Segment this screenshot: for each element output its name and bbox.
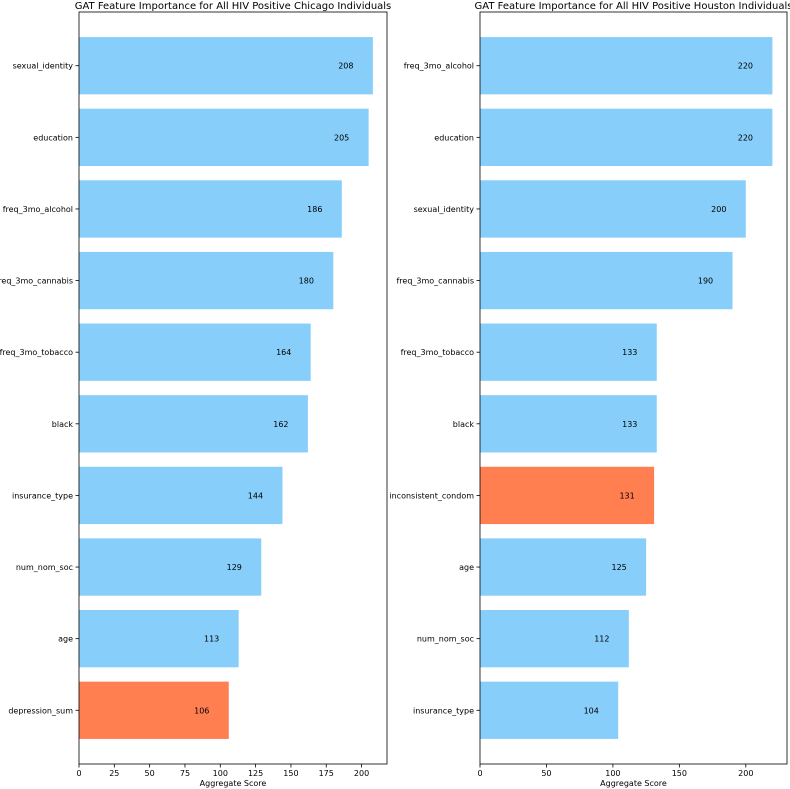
houston-bar-num-nom-soc bbox=[480, 610, 629, 668]
chicago-value-label-freq-3mo-cannabis: 180 bbox=[299, 277, 314, 286]
chicago-category-label-num-nom-soc: num_nom_soc bbox=[16, 563, 73, 572]
houston-category-label-inconsistent-condom: inconsistent_condom bbox=[389, 491, 474, 500]
chicago-x-tick-label: 25 bbox=[109, 769, 119, 778]
houston-category-label-freq-3mo-alcohol: freq_3mo_alcohol bbox=[404, 62, 474, 71]
chicago-category-label-depression-sum: depression_sum bbox=[8, 706, 73, 715]
houston-category-label-freq-3mo-tobacco: freq_3mo_tobacco bbox=[401, 348, 475, 357]
houston-category-label-black: black bbox=[453, 420, 475, 429]
houston-value-label-black: 133 bbox=[622, 420, 637, 429]
houston-bar-freq-3mo-cannabis bbox=[480, 251, 733, 310]
houston-axes-frame bbox=[479, 11, 788, 765]
houston-bar-insurance-type bbox=[480, 681, 619, 739]
houston-x-tick-label: 150 bbox=[672, 769, 687, 778]
chicago-value-label-insurance-type: 144 bbox=[248, 491, 263, 500]
chicago-bar-freq-3mo-tobacco bbox=[79, 323, 311, 381]
houston-chart-panel: GAT Feature Importance for All HIV Posit… bbox=[389, 1, 790, 788]
houston-category-label-freq-3mo-cannabis: freq_3mo_cannabis bbox=[396, 277, 474, 286]
houston-value-label-education: 220 bbox=[738, 133, 753, 142]
houston-bar-black bbox=[480, 395, 657, 453]
houston-x-axis-label: Aggregate Score bbox=[600, 779, 667, 788]
houston-category-label-insurance-type: insurance_type bbox=[413, 706, 474, 715]
chicago-x-tick-label: 50 bbox=[145, 769, 155, 778]
chicago-category-label-freq-3mo-alcohol: freq_3mo_alcohol bbox=[3, 205, 73, 214]
chicago-x-tick-label: 175 bbox=[319, 769, 334, 778]
chicago-value-label-sexual-identity: 208 bbox=[338, 62, 353, 71]
houston-value-label-sexual-identity: 200 bbox=[711, 205, 726, 214]
chicago-category-label-black: black bbox=[52, 420, 74, 429]
houston-chart-title: GAT Feature Importance for All HIV Posit… bbox=[475, 1, 790, 12]
chicago-value-label-freq-3mo-alcohol: 186 bbox=[307, 205, 322, 214]
houston-value-label-freq-3mo-tobacco: 133 bbox=[622, 348, 637, 357]
chicago-category-label-sexual-identity: sexual_identity bbox=[13, 62, 74, 71]
chicago-x-tick-label: 100 bbox=[213, 769, 228, 778]
chicago-bar-education bbox=[79, 108, 369, 166]
chicago-value-label-depression-sum: 106 bbox=[194, 706, 209, 715]
houston-bar-education bbox=[480, 108, 773, 166]
houston-value-label-inconsistent-condom: 131 bbox=[619, 491, 634, 500]
chicago-value-label-freq-3mo-tobacco: 164 bbox=[276, 348, 291, 357]
chicago-category-label-education: education bbox=[33, 133, 73, 142]
chicago-x-tick-label: 75 bbox=[180, 769, 190, 778]
chicago-x-tick-label: 0 bbox=[76, 769, 81, 778]
chicago-bar-num-nom-soc bbox=[79, 538, 262, 596]
chicago-chart-title: GAT Feature Importance for All HIV Posit… bbox=[75, 1, 392, 12]
chicago-bar-sexual-identity bbox=[79, 37, 373, 95]
chicago-value-label-age: 113 bbox=[204, 635, 219, 644]
chicago-bar-freq-3mo-cannabis bbox=[79, 251, 334, 310]
chicago-category-label-freq-3mo-tobacco: freq_3mo_tobacco bbox=[0, 348, 73, 357]
houston-x-tick-label: 200 bbox=[738, 769, 753, 778]
chicago-x-tick-label: 125 bbox=[248, 769, 263, 778]
houston-category-label-num-nom-soc: num_nom_soc bbox=[417, 635, 474, 644]
houston-bar-freq-3mo-alcohol bbox=[480, 37, 773, 95]
houston-value-label-insurance-type: 104 bbox=[584, 706, 599, 715]
chicago-category-label-age: age bbox=[58, 635, 73, 644]
chicago-x-axis-label: Aggregate Score bbox=[200, 779, 267, 788]
chicago-axes-frame bbox=[78, 11, 388, 765]
chicago-bar-insurance-type bbox=[79, 466, 283, 525]
chicago-category-label-freq-3mo-cannabis: freq_3mo_cannabis bbox=[0, 277, 73, 286]
houston-x-tick-label: 100 bbox=[605, 769, 620, 778]
chicago-bar-freq-3mo-alcohol bbox=[79, 180, 342, 238]
houston-x-tick-label: 50 bbox=[541, 769, 551, 778]
houston-x-tick-label: 0 bbox=[477, 769, 482, 778]
houston-bar-inconsistent-condom bbox=[480, 466, 655, 525]
houston-bar-age bbox=[480, 538, 647, 596]
chicago-value-label-num-nom-soc: 129 bbox=[227, 563, 242, 572]
chicago-chart-panel: GAT Feature Importance for All HIV Posit… bbox=[0, 1, 391, 788]
chicago-bar-age bbox=[79, 610, 239, 668]
chicago-value-label-education: 205 bbox=[334, 133, 349, 142]
houston-value-label-freq-3mo-alcohol: 220 bbox=[738, 62, 753, 71]
chicago-x-tick-label: 150 bbox=[283, 769, 298, 778]
houston-category-label-age: age bbox=[459, 563, 474, 572]
houston-category-label-sexual-identity: sexual_identity bbox=[414, 205, 475, 214]
houston-value-label-freq-3mo-cannabis: 190 bbox=[698, 277, 713, 286]
chicago-x-tick-label: 200 bbox=[354, 769, 369, 778]
houston-category-label-education: education bbox=[434, 133, 474, 142]
chicago-category-label-insurance-type: insurance_type bbox=[12, 491, 73, 500]
chicago-value-label-black: 162 bbox=[273, 420, 288, 429]
chicago-bar-depression-sum bbox=[79, 681, 229, 739]
houston-value-label-num-nom-soc: 112 bbox=[594, 635, 609, 644]
houston-value-label-age: 125 bbox=[611, 563, 626, 572]
houston-bar-freq-3mo-tobacco bbox=[480, 323, 657, 381]
chicago-bar-black bbox=[79, 395, 308, 453]
houston-bar-sexual-identity bbox=[480, 180, 746, 238]
